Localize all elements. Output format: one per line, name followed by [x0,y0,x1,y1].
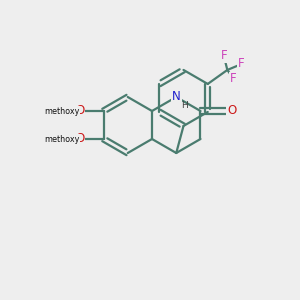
Text: F: F [221,50,228,62]
Text: N: N [172,91,181,103]
Text: O: O [75,133,84,146]
Text: methoxy: methoxy [44,134,80,143]
Text: F: F [238,58,245,70]
Text: F: F [230,73,237,85]
Text: H: H [181,101,188,110]
Text: O: O [227,104,236,118]
Text: methoxy: methoxy [44,106,80,116]
Text: O: O [75,104,84,118]
